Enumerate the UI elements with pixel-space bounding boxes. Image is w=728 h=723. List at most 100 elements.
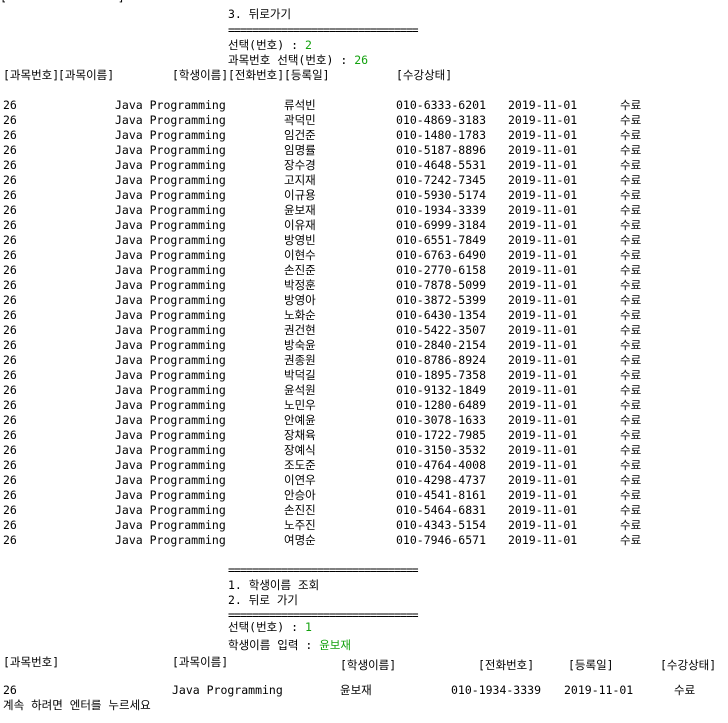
- cell-course-name: Java Programming: [115, 398, 226, 412]
- cell-status: 수료: [620, 383, 642, 397]
- cell-phone: 010-6430-1354: [396, 308, 487, 322]
- cell-course-name: Java Programming: [115, 383, 226, 397]
- table-row: 26 Java Programming 노주진 010-4343-5154 2019-1…: [0, 518, 728, 533]
- cell-reg-date: 2019-11-01: [508, 173, 578, 187]
- cell-status: 수료: [620, 398, 642, 412]
- student-name-prompt: 학생이름 입력 : 윤보재: [228, 638, 351, 653]
- cell-reg-date: 2019-11-01: [508, 488, 578, 502]
- table-row: 26 Java Programming 장예식 010-3150-3532 2019-1…: [0, 443, 728, 458]
- cell-student-name: 노민우: [284, 398, 316, 412]
- table-row: 26 Java Programming 곽덕민 010-4869-3183 2019-1…: [0, 113, 728, 128]
- table-row: 26 Java Programming 이연우 010-4298-4737 2019-1…: [0, 473, 728, 488]
- table-row: 26 Java Programming 임건준 010-1480-1783 2019-1…: [0, 128, 728, 143]
- cell-course-no: 26: [3, 458, 17, 472]
- cell-status: 수료: [620, 413, 642, 427]
- cell-phone: 010-7878-5099: [396, 278, 487, 292]
- table-row: 26 Java Programming 윤보재 010-1934-3339 2019-1…: [0, 203, 728, 218]
- result-header-phone: [전화번호]: [478, 658, 535, 672]
- cell-course-name: Java Programming: [115, 128, 226, 142]
- cell-course-no: 26: [3, 278, 17, 292]
- cell-course-no: 26: [3, 218, 17, 232]
- table-row: 26 Java Programming 조도준 010-4764-4008 2019-1…: [0, 458, 728, 473]
- cell-course-name: Java Programming: [115, 413, 226, 427]
- cell-status: 수료: [620, 458, 642, 472]
- cell-reg-date: 2019-11-01: [508, 233, 578, 247]
- cell-student-name: 고지재: [284, 173, 316, 187]
- course-selection-prompt: 과목번호 선택(번호) : 26: [228, 53, 368, 68]
- cell-status: 수료: [620, 233, 642, 247]
- cell-course-name: Java Programming: [115, 473, 226, 487]
- cell-reg-date: 2019-11-01: [508, 128, 578, 142]
- table-row: 26 Java Programming 장채육 010-1722-7985 2019-1…: [0, 428, 728, 443]
- menu-selection-prompt: 선택(번호) : 1: [228, 620, 312, 635]
- cell-course-name: Java Programming: [115, 203, 226, 217]
- cell-course-name: Java Programming: [115, 218, 226, 232]
- cell-status: 수료: [620, 143, 642, 157]
- cell-course-name: Java Programming: [115, 98, 226, 112]
- cell-reg-date: 2019-11-01: [508, 143, 578, 157]
- cell-course-no: 26: [3, 413, 17, 427]
- table-row: 26 Java Programming 방영빈 010-6551-7849 2019-1…: [0, 233, 728, 248]
- student-name-input-value: 윤보재: [319, 638, 351, 652]
- cell-phone: 010-1280-6489: [396, 398, 487, 412]
- cell-reg-date: 2019-11-01: [508, 473, 578, 487]
- table-row: 26 Java Programming 이유재 010-6999-3184 2019-1…: [0, 218, 728, 233]
- cell-course-name: Java Programming: [115, 428, 226, 442]
- cell-course-no: 26: [3, 383, 17, 397]
- table-row: 26 Java Programming 윤석원 010-9132-1849 2019-1…: [0, 383, 728, 398]
- cell-course-name: Java Programming: [115, 368, 226, 382]
- table-row: 26 Java Programming 여명순 010-7946-6571 2019-1…: [0, 533, 728, 548]
- course-selection-input-value: 26: [354, 53, 369, 67]
- cell-student-name: 방숙윤: [284, 338, 316, 352]
- menu-separator-3: ================================: [228, 608, 419, 622]
- cell-phone: 010-2770-6158: [396, 263, 487, 277]
- menu-separator: ================================: [228, 23, 419, 37]
- cell-course-no: 26: [3, 518, 17, 532]
- cell-phone: 010-3150-3532: [396, 443, 487, 457]
- cell-student-name: 안예윤: [284, 413, 316, 427]
- cell-reg-date: 2019-11-01: [508, 368, 578, 382]
- cell-course-name: Java Programming: [115, 278, 226, 292]
- cell-status: 수료: [620, 203, 642, 217]
- table-row: 26 Java Programming 안예윤 010-3078-1633 2019-1…: [0, 413, 728, 428]
- cell-student-name: 장예식: [284, 443, 316, 457]
- cell-course-no: 26: [3, 368, 17, 382]
- cell-course-no: 26: [3, 308, 17, 322]
- cell-student-name: 이현수: [284, 248, 316, 262]
- cell-student-name: 노주진: [284, 518, 316, 532]
- table-row: 26 Java Programming 권건현 010-5422-3507 2019-1…: [0, 323, 728, 338]
- cell-student-name: 조도준: [284, 458, 316, 472]
- cell-status: 수료: [620, 503, 642, 517]
- table-row: 26 Java Programming 손진준 010-2770-6158 2019-1…: [0, 263, 728, 278]
- cell-phone: 010-4298-4737: [396, 473, 487, 487]
- cell-phone: 010-1934-3339: [451, 683, 542, 697]
- table-row: 26 Java Programming 박정훈 010-7878-5099 2019-1…: [0, 278, 728, 293]
- cell-student-name: 윤석원: [284, 383, 316, 397]
- cell-status: 수료: [620, 113, 642, 127]
- table-row: 26 Java Programming 이현수 010-6763-6490 2019-1…: [0, 248, 728, 263]
- cell-student-name: 권건현: [284, 323, 316, 337]
- menu-item-go-back: 2. 뒤로 가기: [228, 593, 299, 607]
- continue-prompt: 계속 하려면 엔터를 누르세요: [3, 698, 151, 712]
- cell-reg-date: 2019-11-01: [508, 158, 578, 172]
- cell-phone: 010-6551-7849: [396, 233, 487, 247]
- result-header-course-name: [과목이름]: [172, 655, 229, 669]
- cell-student-name: 장채육: [284, 428, 316, 442]
- cell-status: 수료: [620, 128, 642, 142]
- cell-course-no: 26: [3, 353, 17, 367]
- result-header-course-no: [과목번호]: [3, 655, 60, 669]
- cell-student-name: 손진준: [284, 263, 316, 277]
- cell-reg-date: 2019-11-01: [508, 353, 578, 367]
- table-row: 26 Java Programming 고지재 010-7242-7345 2019-1…: [0, 173, 728, 188]
- cell-phone: 010-7242-7345: [396, 173, 487, 187]
- cell-student-name: 임명률: [284, 143, 316, 157]
- cell-reg-date: 2019-11-01: [508, 263, 578, 277]
- cell-status: 수료: [620, 188, 642, 202]
- cell-course-no: 26: [3, 443, 17, 457]
- cell-course-name: Java Programming: [115, 353, 226, 367]
- cell-phone: 010-6763-6490: [396, 248, 487, 262]
- student-name-label: 학생이름 입력 :: [228, 638, 320, 652]
- cell-course-name: Java Programming: [115, 113, 226, 127]
- cell-reg-date: 2019-11-01: [508, 248, 578, 262]
- cell-reg-date: 2019-11-01: [508, 383, 578, 397]
